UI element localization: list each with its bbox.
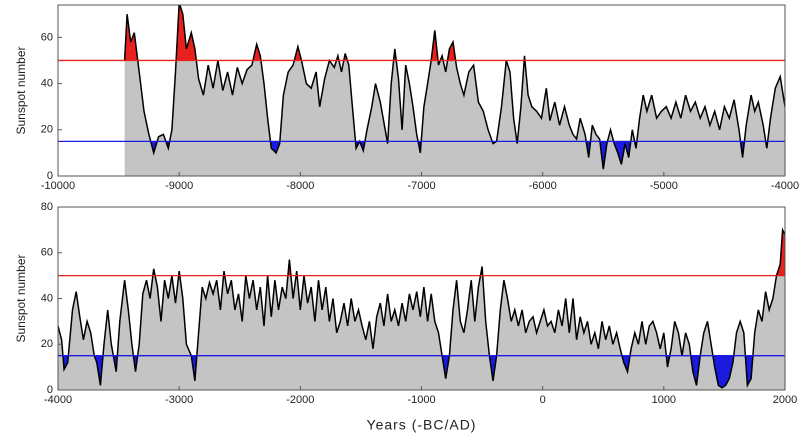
x-tick-label: 2000 <box>773 394 797 406</box>
x-tick-label: -6000 <box>529 180 557 192</box>
plot-area <box>58 227 785 390</box>
deficit-fill <box>124 141 785 170</box>
x-tick-label: -10000 <box>41 180 75 192</box>
x-tick-label: -7000 <box>407 180 435 192</box>
y-tick-label: 40 <box>41 77 53 89</box>
y-tick-label: 20 <box>41 338 53 350</box>
x-tick-label: -3000 <box>165 394 193 406</box>
x-tick-label: 0 <box>540 394 546 406</box>
data-line <box>123 5 785 170</box>
y-tick-label: 60 <box>41 247 53 259</box>
y-axis-label: Sunspot number <box>14 254 28 342</box>
y-tick-label: 0 <box>47 170 53 182</box>
x-tick-label: -9000 <box>165 180 193 192</box>
plot-area <box>123 5 785 176</box>
y-axis-label: Sunspot number <box>14 46 28 134</box>
x-tick-label: 1000 <box>652 394 676 406</box>
x-tick-label: -8000 <box>286 180 314 192</box>
x-tick-label: -2000 <box>286 394 314 406</box>
x-tick-label: -1000 <box>407 394 435 406</box>
y-tick-label: 0 <box>47 384 53 396</box>
y-tick-label: 60 <box>41 31 53 43</box>
y-tick-label: 80 <box>41 201 53 213</box>
x-tick-label: -4000 <box>44 394 72 406</box>
x-axis-label: Years (-BC/AD) <box>367 417 477 433</box>
y-tick-label: 40 <box>41 292 53 304</box>
y-tick-label: 20 <box>41 124 53 136</box>
x-tick-label: -4000 <box>771 180 799 192</box>
x-tick-label: -5000 <box>650 180 678 192</box>
area-fill <box>124 5 785 176</box>
